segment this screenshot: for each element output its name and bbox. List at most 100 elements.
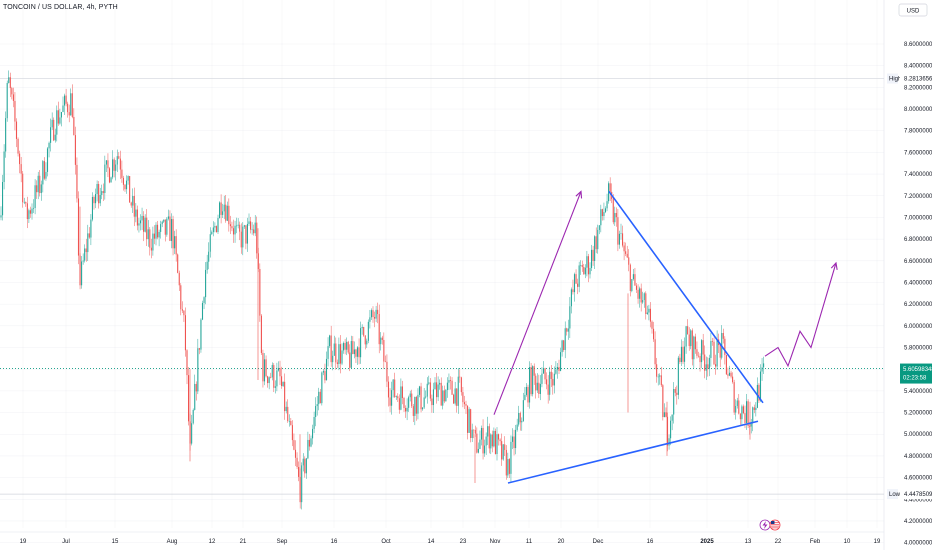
candle-body xyxy=(456,388,458,406)
candle-body xyxy=(711,341,713,342)
x-tick-label: Oct xyxy=(381,539,391,545)
candle-body xyxy=(648,308,650,313)
candle-body xyxy=(248,221,250,224)
candle xyxy=(521,417,523,431)
candle-body xyxy=(332,355,334,363)
candle-body xyxy=(381,337,383,340)
candle-body xyxy=(494,430,496,455)
candle xyxy=(649,302,651,328)
candle xyxy=(405,405,407,418)
candle-body xyxy=(226,205,228,221)
candle-body xyxy=(198,348,200,350)
candle xyxy=(329,334,331,348)
candle xyxy=(96,180,98,202)
candle-body xyxy=(294,449,297,458)
candle-body xyxy=(358,347,360,358)
candle-body xyxy=(231,226,233,229)
candle xyxy=(536,373,538,394)
candle-body xyxy=(521,420,523,423)
candle-body xyxy=(9,77,11,89)
candle-body xyxy=(146,217,148,240)
x-tick-label: 15 xyxy=(112,539,119,545)
candle-body xyxy=(477,448,479,453)
candle-body xyxy=(625,251,627,254)
candle xyxy=(561,339,563,357)
x-tick-label: 12 xyxy=(209,539,216,545)
candle-body xyxy=(200,319,202,350)
candle xyxy=(366,338,368,348)
candle xyxy=(273,363,275,393)
y-tick-label: 4.40000000 xyxy=(904,497,932,503)
candle-body xyxy=(93,196,95,204)
candle-body xyxy=(175,236,177,255)
candle xyxy=(369,309,371,329)
candle xyxy=(53,117,55,142)
candle-body xyxy=(191,423,193,444)
candle xyxy=(657,373,659,386)
candle xyxy=(637,284,639,304)
candle-body xyxy=(341,350,343,364)
candle-body xyxy=(76,164,78,199)
candle-body xyxy=(646,312,648,315)
candle-body xyxy=(107,160,109,169)
candle xyxy=(281,366,283,389)
candle-body xyxy=(313,416,315,429)
candle xyxy=(556,362,558,379)
lightning-icon[interactable] xyxy=(759,519,771,531)
candle-body xyxy=(556,366,558,370)
candle-body xyxy=(378,314,380,345)
candle xyxy=(603,202,605,221)
candle xyxy=(615,207,617,227)
candle xyxy=(620,223,622,240)
candle-body xyxy=(536,382,538,391)
candle xyxy=(175,229,177,262)
candle xyxy=(431,394,433,413)
candle-body xyxy=(208,251,210,262)
candle xyxy=(677,355,679,400)
candle-body xyxy=(338,344,340,365)
candle xyxy=(538,374,540,399)
candle-body xyxy=(626,253,628,258)
candle xyxy=(294,440,297,467)
candle-body xyxy=(380,337,382,345)
candle xyxy=(183,310,185,322)
candle xyxy=(420,382,422,413)
candle xyxy=(589,262,591,279)
candle xyxy=(688,327,690,351)
candle xyxy=(625,242,627,257)
candle-body xyxy=(519,412,521,423)
candle-body xyxy=(350,341,352,368)
candle xyxy=(651,320,653,334)
candle xyxy=(592,245,594,266)
candle xyxy=(391,381,393,415)
low-tag-label: Low xyxy=(889,492,901,498)
candle-body xyxy=(446,382,448,390)
candle xyxy=(77,191,80,265)
candle xyxy=(448,373,450,390)
candle-body xyxy=(513,436,515,449)
candle xyxy=(460,376,462,396)
candle xyxy=(476,427,478,454)
candle xyxy=(59,108,61,125)
candle xyxy=(270,372,272,379)
us-flag-icon[interactable] xyxy=(769,519,781,531)
candle xyxy=(398,394,400,414)
candle-body xyxy=(480,427,483,440)
candle-body xyxy=(96,183,98,195)
candle xyxy=(101,184,103,200)
candle xyxy=(158,229,160,247)
candle xyxy=(443,385,445,404)
candle-body xyxy=(149,229,151,248)
candle xyxy=(587,253,589,283)
candle-body xyxy=(288,420,290,422)
candle-body xyxy=(460,377,462,393)
candle xyxy=(166,217,168,237)
currency-label[interactable]: USD xyxy=(898,3,928,17)
candle-body xyxy=(665,412,667,417)
candle-body xyxy=(705,364,707,371)
candle-body xyxy=(707,364,709,369)
currency-box[interactable] xyxy=(898,3,928,17)
